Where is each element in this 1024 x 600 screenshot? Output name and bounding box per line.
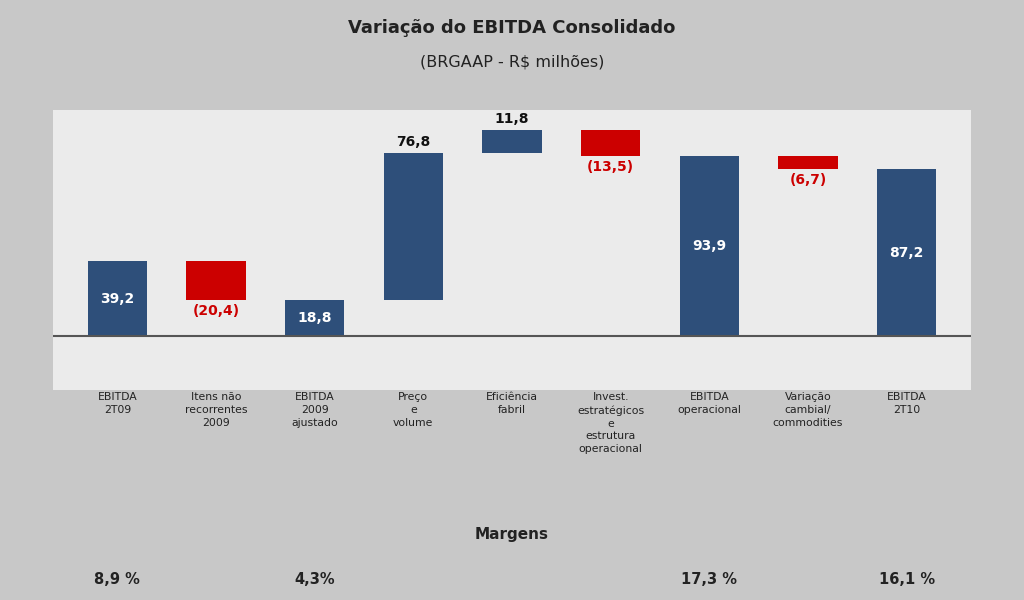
Text: 39,2: 39,2 [100,292,134,306]
Bar [877,169,936,337]
Text: 93,9: 93,9 [692,239,726,253]
Bar [186,261,246,300]
Text: (6,7): (6,7) [790,173,826,187]
Bar [88,261,147,337]
Text: Eficiência
fabril: Eficiência fabril [486,392,538,415]
Text: Margens: Margens [475,527,549,542]
Text: 17,3 %: 17,3 % [681,572,737,587]
Text: 76,8: 76,8 [396,135,430,149]
Text: 18,8: 18,8 [297,311,332,325]
Bar [581,130,640,156]
Bar [384,153,443,300]
Text: (BRGAAP - R$ milhões): (BRGAAP - R$ milhões) [420,55,604,70]
Bar [482,130,542,153]
Text: Variação
cambial/
commodities: Variação cambial/ commodities [773,392,843,428]
Text: 4,3%: 4,3% [294,572,335,587]
Text: Variação do EBITDA Consolidado: Variação do EBITDA Consolidado [348,19,676,37]
Text: (13,5): (13,5) [587,160,634,174]
Text: Preço
e
volume: Preço e volume [393,392,433,428]
Text: EBITDA
2T09: EBITDA 2T09 [97,392,137,415]
Text: 11,8: 11,8 [495,112,529,127]
Text: 8,9 %: 8,9 % [94,572,140,587]
Text: Itens não
recorrentes
2009: Itens não recorrentes 2009 [184,392,247,428]
Text: Invest.
estratégicos
e
estrutura
operacional: Invest. estratégicos e estrutura operaci… [578,392,644,454]
Bar [778,156,838,169]
Text: EBITDA
2T10: EBITDA 2T10 [887,392,927,415]
Text: EBITDA
operacional: EBITDA operacional [677,392,741,415]
Text: 16,1 %: 16,1 % [879,572,935,587]
Text: 87,2: 87,2 [890,245,924,260]
Bar [285,300,344,337]
Bar [680,156,739,337]
Text: (20,4): (20,4) [193,304,240,318]
Text: EBITDA
2009
ajustado: EBITDA 2009 ajustado [291,392,338,428]
